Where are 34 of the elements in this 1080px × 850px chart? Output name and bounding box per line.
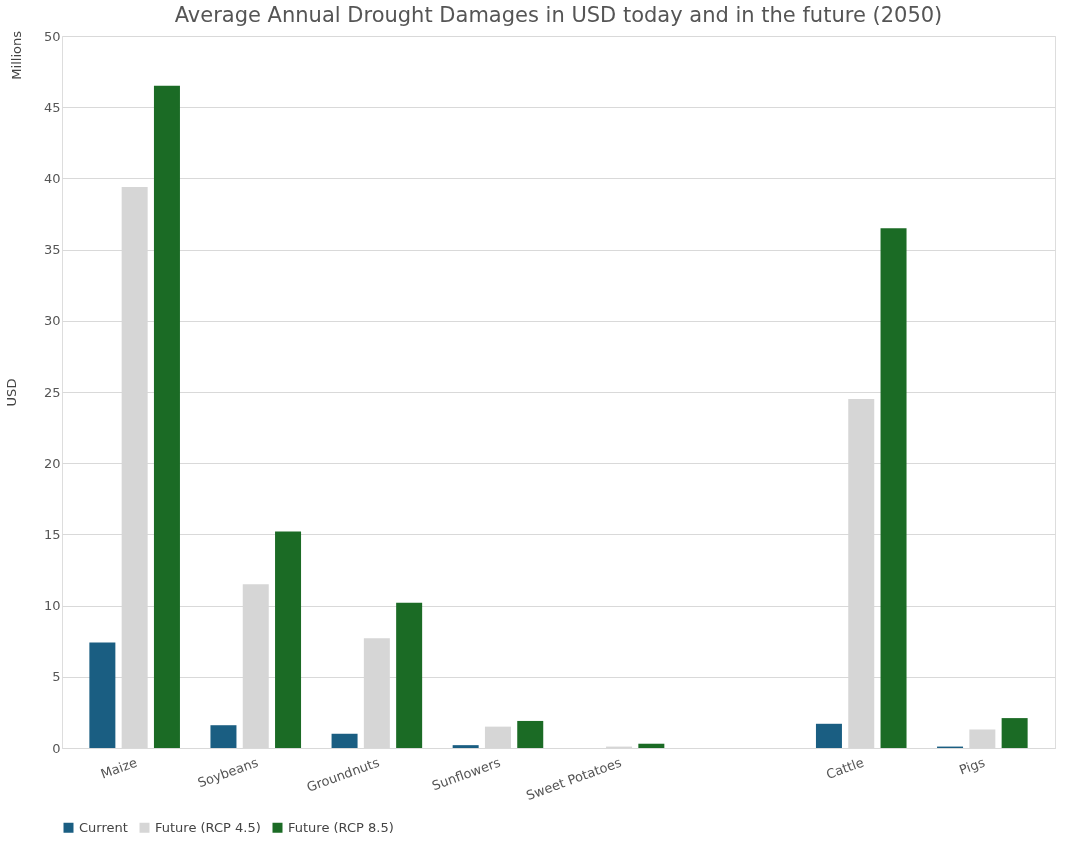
text: Millions — [9, 30, 24, 80]
x-tick-label: Pigs — [957, 754, 987, 778]
y-tick-label: 5 — [52, 669, 61, 685]
bar — [396, 602, 423, 748]
y-tick-label: 50 — [43, 28, 61, 44]
bar — [517, 720, 544, 748]
y-tick-label: 40 — [43, 170, 61, 186]
y-tick-label: 15 — [43, 526, 61, 542]
bar — [880, 228, 907, 748]
bar — [969, 729, 996, 748]
legend-label: Current — [79, 819, 128, 835]
y-tick-label: 35 — [43, 242, 61, 258]
y-tick-label: 20 — [43, 455, 61, 471]
bar — [331, 733, 358, 748]
bar — [452, 745, 479, 748]
bar — [89, 642, 116, 748]
x-tick-label: Cattle — [824, 754, 866, 783]
y-tick-label: 25 — [43, 384, 61, 400]
bar — [210, 725, 237, 748]
legend-label: Future (RCP 8.5) — [288, 819, 394, 835]
bar — [275, 531, 302, 748]
legend-label: Future (RCP 4.5) — [155, 819, 261, 835]
x-tick-label: Maize — [98, 754, 140, 782]
y-tick-label: 0 — [52, 740, 61, 756]
bar — [153, 85, 180, 748]
y-axis-title: USD — [3, 378, 19, 407]
bar — [815, 723, 842, 748]
chart-title: Average Annual Drought Damages in USD today and in the future (2050) — [174, 3, 943, 27]
y-tick-label: 10 — [43, 598, 61, 614]
bar — [1001, 718, 1028, 748]
bar — [484, 726, 511, 748]
bar — [638, 743, 665, 748]
y-tick-label: 30 — [43, 313, 61, 329]
y-tick-label: 45 — [43, 99, 61, 115]
